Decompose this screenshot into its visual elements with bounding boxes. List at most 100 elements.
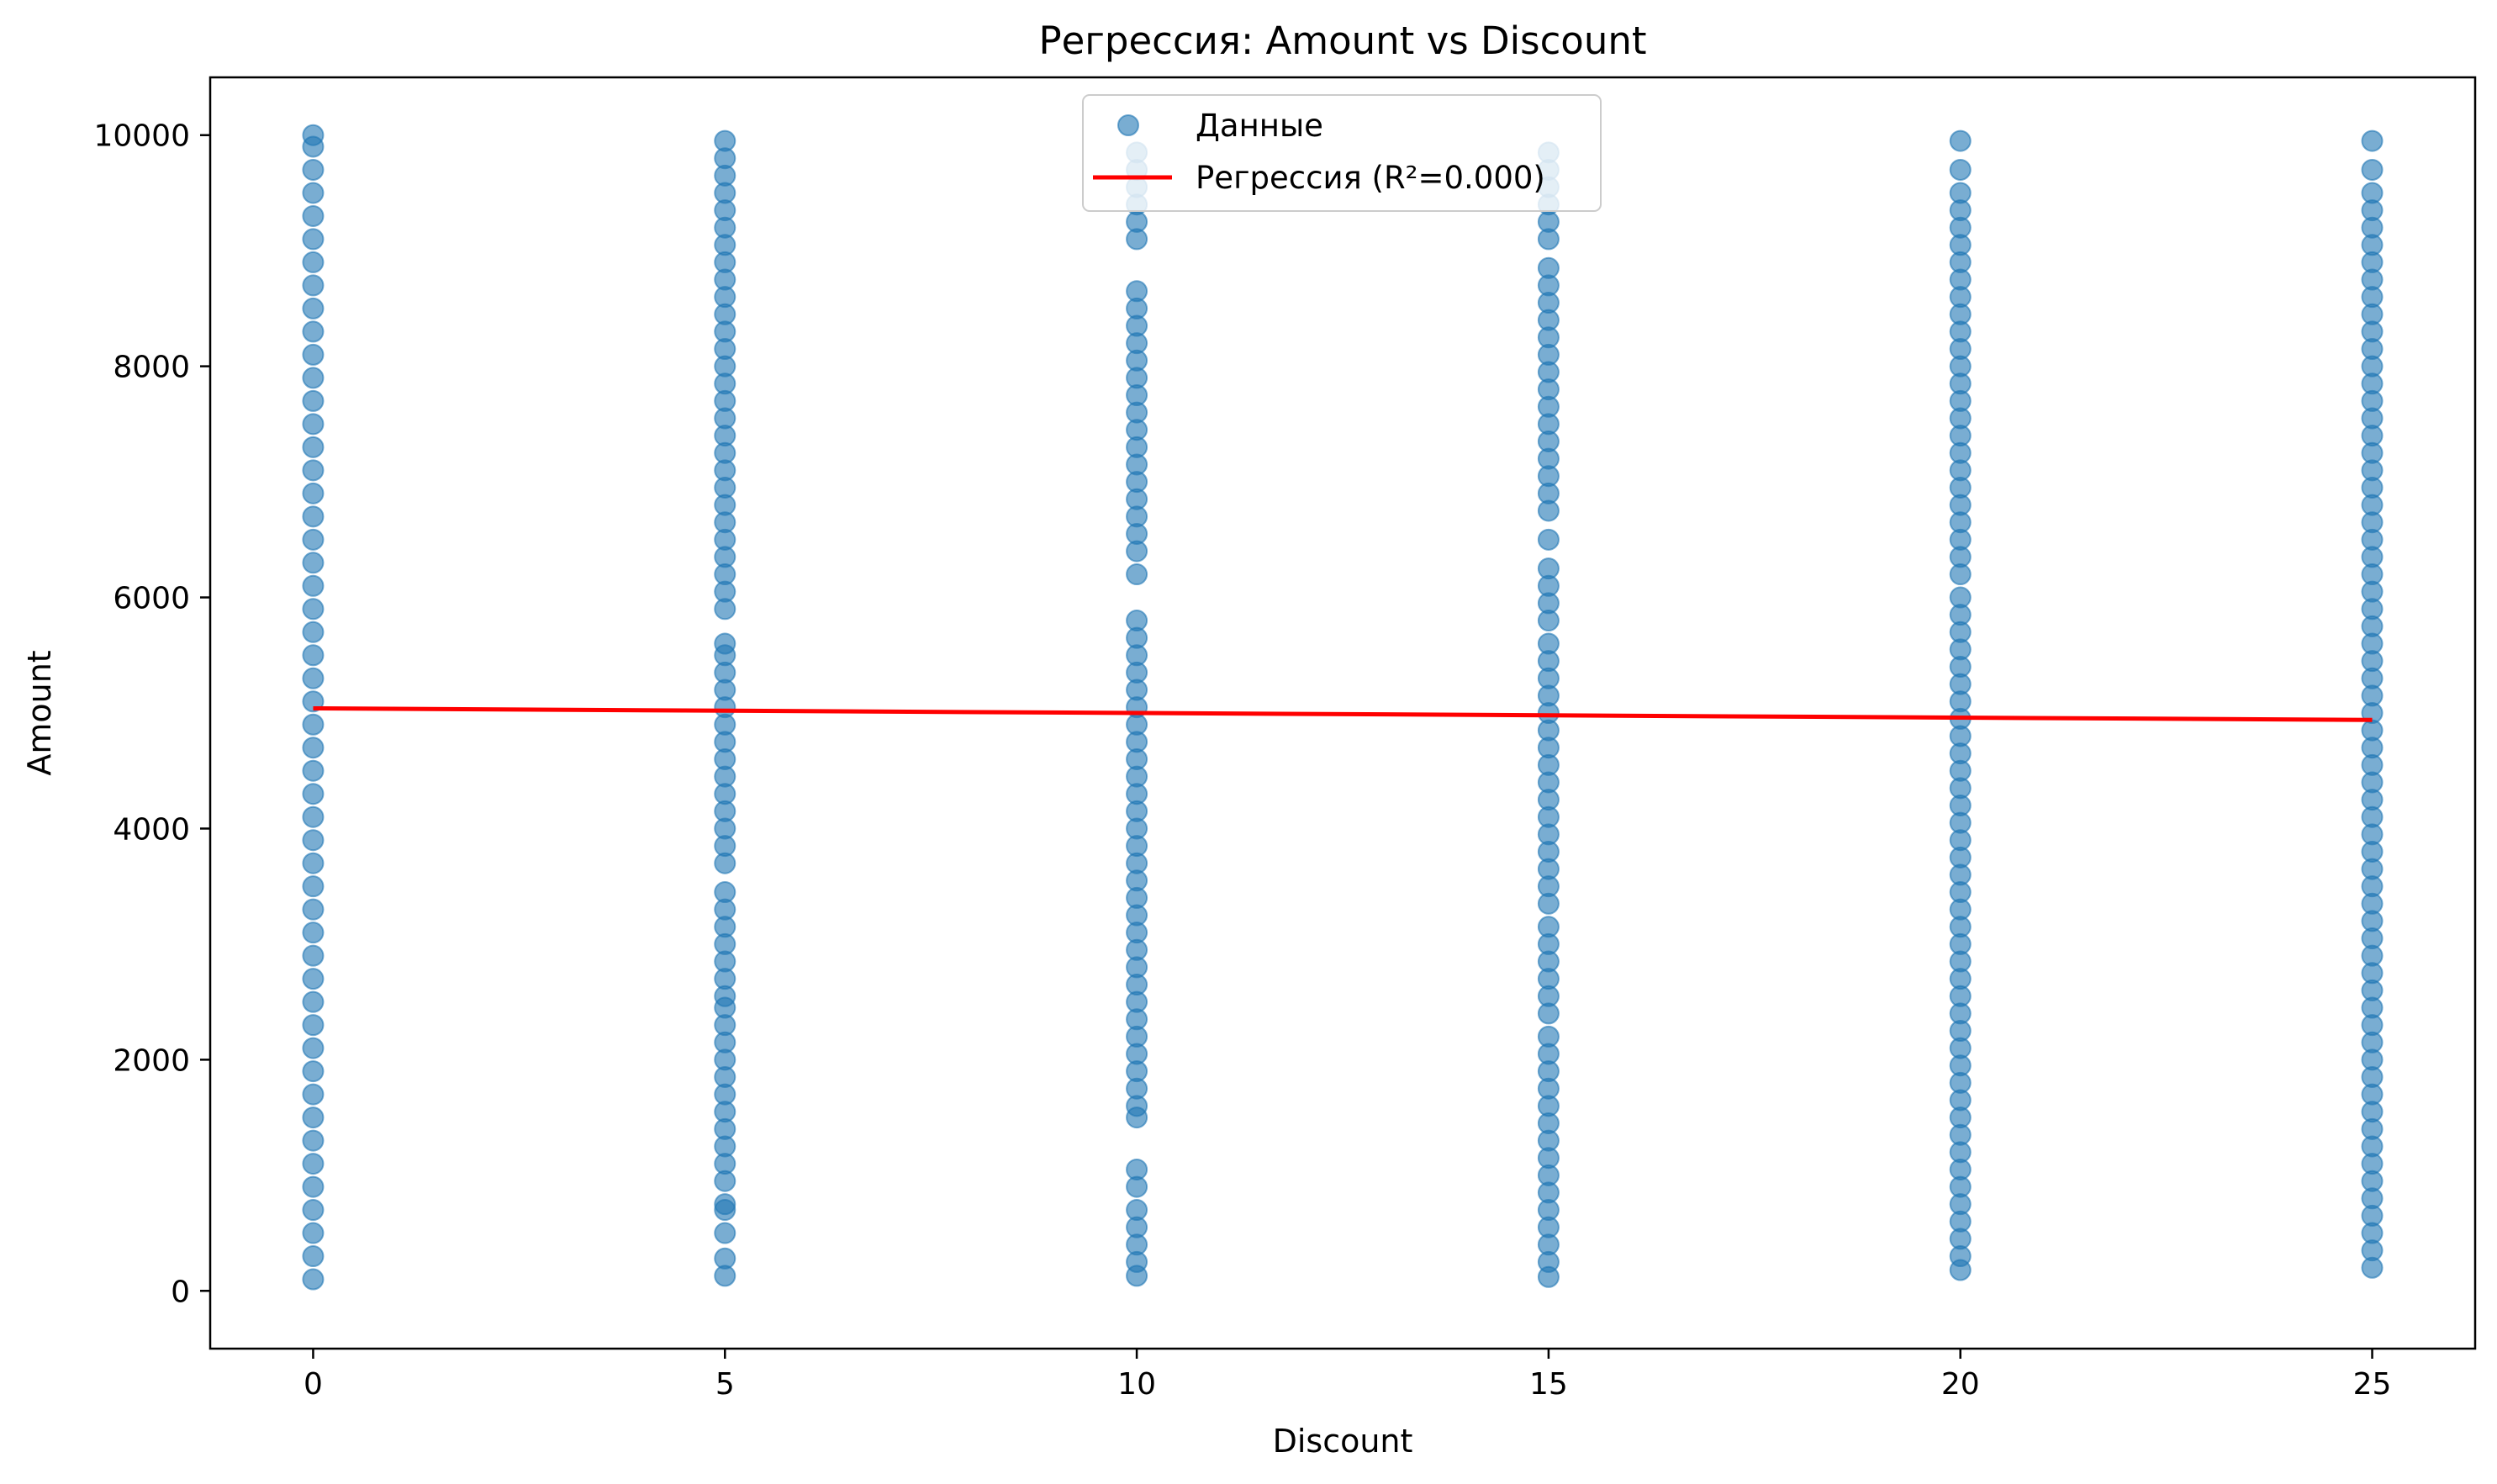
data-point (302, 228, 325, 251)
data-point (302, 852, 325, 874)
data-point (302, 251, 325, 273)
data-point (714, 1247, 736, 1270)
data-point (302, 737, 325, 759)
data-point (302, 274, 325, 297)
data-point (2361, 129, 2384, 152)
data-point (714, 1193, 736, 1216)
x-tick-label: 10 (1117, 1367, 1156, 1402)
scatter-points (302, 124, 2384, 1291)
data-point (302, 990, 325, 1013)
data-point (1126, 280, 1148, 303)
data-point (302, 759, 325, 782)
data-point (1537, 632, 1560, 655)
data-point (302, 528, 325, 551)
data-point (302, 644, 325, 667)
data-point (302, 598, 325, 621)
data-point (714, 129, 736, 152)
data-point (2361, 182, 2384, 204)
y-axis-ticks: 0 2000 4000 6000 8000 10000 (93, 119, 210, 1309)
data-point (2361, 158, 2384, 181)
data-point (1126, 1199, 1148, 1222)
data-point (302, 320, 325, 343)
data-point (302, 922, 325, 944)
regression-line (313, 706, 2373, 722)
x-tick-label: 0 (304, 1367, 323, 1402)
data-point (1949, 158, 1972, 181)
legend-label-regression: Регрессия (R²=0.000) (1196, 160, 1545, 196)
data-point (302, 1083, 325, 1106)
data-point (302, 436, 325, 458)
data-point (302, 944, 325, 967)
x-axis-label: Discount (1273, 1423, 1413, 1460)
y-tick-label: 6000 (113, 582, 190, 616)
data-point (302, 1037, 325, 1059)
y-axis-label: Amount (21, 650, 58, 775)
regression-line-layer (313, 706, 2373, 722)
legend-box (1082, 94, 1602, 212)
data-point (302, 1153, 325, 1175)
x-tick-label: 20 (1941, 1367, 1980, 1402)
data-point (302, 621, 325, 643)
data-point (302, 1245, 325, 1268)
data-point (302, 459, 325, 482)
y-tick-label: 0 (171, 1275, 190, 1309)
data-point (1537, 557, 1560, 580)
data-point (302, 898, 325, 921)
data-point (302, 829, 325, 852)
x-tick-label: 25 (2353, 1367, 2392, 1402)
y-tick-label: 10000 (93, 119, 190, 154)
data-point (302, 783, 325, 805)
data-point (302, 204, 325, 227)
data-point (1126, 563, 1148, 586)
data-point (1537, 528, 1560, 551)
data-point (302, 1106, 325, 1129)
data-point (1949, 129, 1972, 152)
y-tick-label: 4000 (113, 812, 190, 847)
data-point (1126, 610, 1148, 632)
data-point (302, 158, 325, 181)
data-point (302, 713, 325, 736)
data-point (302, 552, 325, 574)
legend-marker-data (1117, 114, 1139, 136)
data-point (302, 1129, 325, 1152)
data-point (302, 482, 325, 504)
data-point (302, 574, 325, 597)
data-point (302, 389, 325, 412)
data-point (1949, 182, 1972, 204)
data-point (302, 297, 325, 320)
data-point (302, 1222, 325, 1244)
x-axis-ticks: 0 5 10 15 20 25 (304, 1349, 2391, 1402)
x-tick-label: 15 (1529, 1367, 1568, 1402)
data-point (302, 805, 325, 828)
data-point (714, 1222, 736, 1244)
data-point (1949, 586, 1972, 609)
data-point (302, 968, 325, 990)
data-point (302, 1268, 325, 1291)
data-point (302, 667, 325, 689)
data-point (1126, 1158, 1148, 1180)
data-point (302, 1060, 325, 1083)
plot-frame (209, 76, 2477, 1350)
chart-title: Регрессия: Amount vs Discount (1038, 18, 1646, 63)
data-point (302, 1014, 325, 1037)
y-tick-label: 2000 (113, 1043, 190, 1078)
legend: Данные Регрессия (R²=0.000) (1082, 94, 1602, 212)
data-point (302, 505, 325, 528)
y-tick-label: 8000 (113, 351, 190, 385)
data-point (302, 1199, 325, 1222)
data-point (1537, 1025, 1560, 1048)
data-point (302, 367, 325, 389)
data-point (302, 343, 325, 366)
data-point (714, 881, 736, 904)
data-point (1537, 916, 1560, 938)
legend-label-data: Данные (1196, 108, 1323, 144)
data-point (302, 875, 325, 898)
data-point (714, 632, 736, 655)
data-point (302, 413, 325, 436)
x-tick-label: 5 (715, 1367, 735, 1402)
data-point (302, 1175, 325, 1198)
data-point (1537, 256, 1560, 279)
data-point (302, 182, 325, 204)
data-point (302, 124, 325, 146)
